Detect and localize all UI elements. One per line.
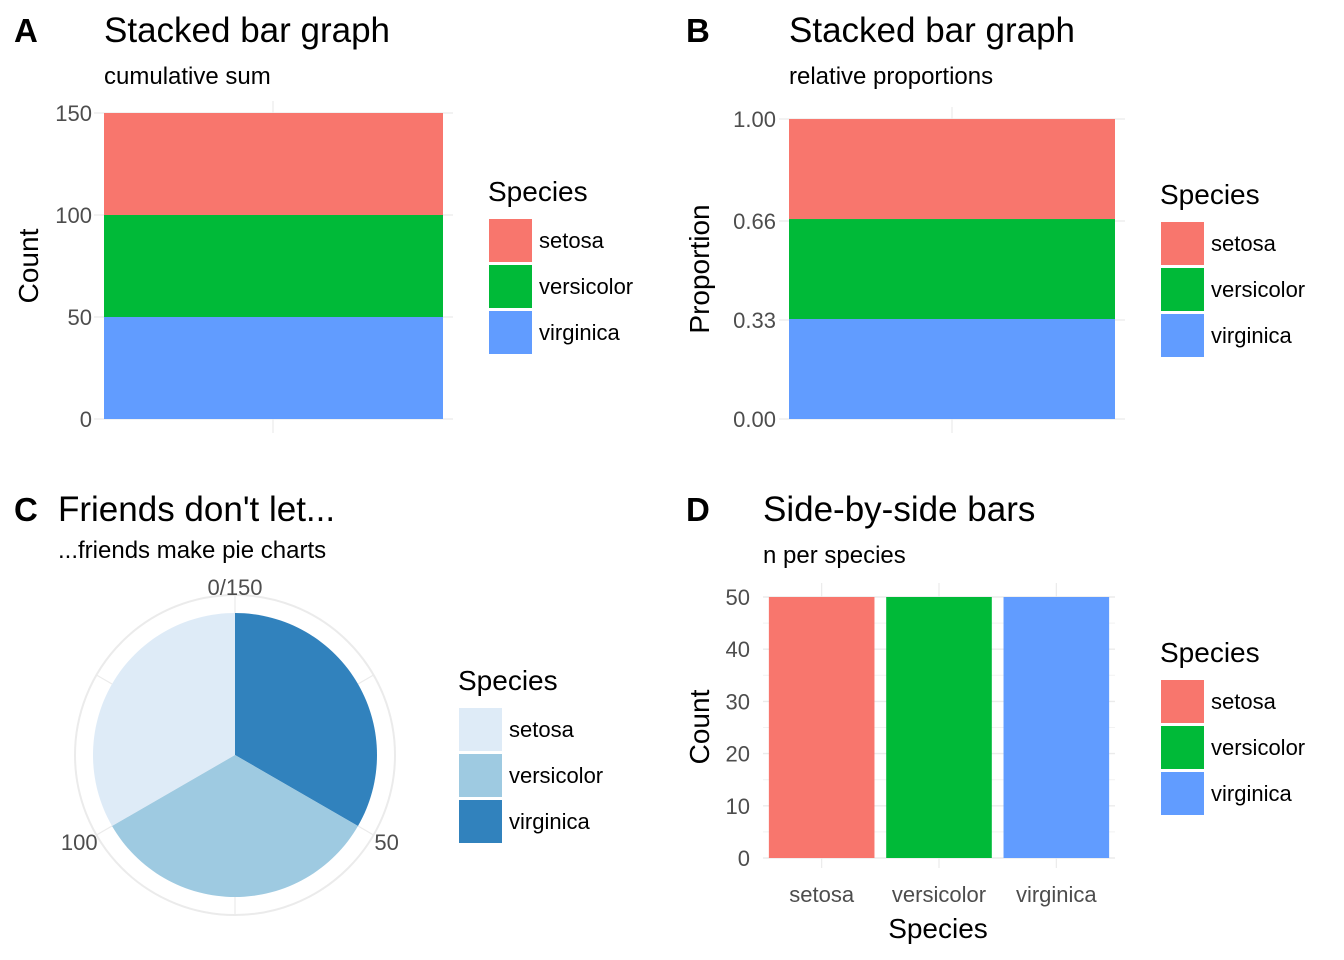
legend-title: Species	[1160, 179, 1260, 210]
legend-label-versicolor: versicolor	[539, 274, 633, 299]
panel-c-plot-area: 0/150 50 100	[61, 575, 399, 916]
bar-segment-setosa	[104, 113, 443, 215]
y-tick-label: 0.33	[733, 308, 776, 333]
y-tick-label: 0	[80, 407, 92, 432]
bar-segment-versicolor	[789, 219, 1115, 320]
bar-segment-virginica	[104, 317, 443, 419]
bar-setosa	[768, 597, 875, 858]
legend-key-versicolor	[489, 265, 532, 308]
bar-versicolor	[886, 597, 992, 858]
legend-key-virginica	[1161, 314, 1204, 357]
pie-slice-virginica	[235, 613, 377, 826]
legend-title: Species	[1160, 637, 1260, 668]
panel-c-legend: Species setosa versicolor virginica	[458, 665, 603, 843]
panel-d-x-axis-title: Species	[888, 913, 988, 944]
bar-segment-virginica	[789, 319, 1115, 419]
panel-a-tag: A	[14, 12, 38, 49]
legend-label-setosa: setosa	[1211, 231, 1277, 256]
panel-d: D Side-by-side bars n per species setosa…	[684, 490, 1305, 944]
panel-a-legend: Species setosa versicolor virginica	[488, 176, 633, 354]
y-tick-label: 40	[726, 637, 750, 662]
panel-c-title: Friends don't let...	[58, 490, 335, 529]
legend-key-virginica	[489, 311, 532, 354]
legend-label-virginica: virginica	[1211, 781, 1292, 806]
theta-tick-label: 0/150	[207, 575, 262, 600]
legend-key-setosa	[1161, 680, 1204, 723]
panel-a: A Stacked bar graph cumulative sum 0 50 10…	[13, 11, 633, 433]
legend-key-setosa	[489, 219, 532, 262]
y-tick-label: 0.66	[733, 209, 776, 234]
panel-d-legend: Species setosa versicolor virginica	[1160, 637, 1305, 815]
panel-b-tag: B	[686, 12, 710, 49]
legend-label-setosa: setosa	[509, 717, 575, 742]
legend-key-setosa	[1161, 222, 1204, 265]
panel-c-tag: C	[14, 491, 38, 528]
panel-c-subtitle: ...friends make pie charts	[58, 537, 326, 564]
legend-label-virginica: virginica	[539, 320, 620, 345]
panel-a-y-axis-title: Count	[13, 228, 44, 303]
legend-label-virginica: virginica	[1211, 323, 1292, 348]
panel-a-title: Stacked bar graph	[104, 11, 390, 50]
y-tick-label: 20	[726, 742, 750, 767]
y-tick-label: 50	[68, 305, 92, 330]
y-tick-label: 0.00	[733, 407, 776, 432]
theta-tick-label: 50	[374, 830, 398, 855]
y-tick-label: 30	[726, 689, 750, 714]
legend-key-versicolor	[1161, 268, 1204, 311]
y-tick-label: 100	[55, 203, 92, 228]
panel-b-plot-area: 0.00 0.33 0.66 1.00	[733, 107, 1125, 433]
panel-d-plot-area: setosa versicolor virginica 0 10 20 30 40 50	[726, 583, 1115, 907]
y-tick-label: 150	[55, 101, 92, 126]
legend-key-versicolor	[459, 754, 502, 797]
legend-label-versicolor: versicolor	[509, 763, 603, 788]
panel-b: B Stacked bar graph relative proportions…	[684, 11, 1305, 433]
panel-d-y-axis-title: Count	[684, 689, 715, 764]
panel-c: C Friends don't let... ...friends make p…	[14, 490, 603, 916]
legend-key-setosa	[459, 708, 502, 751]
panel-d-title: Side-by-side bars	[763, 490, 1035, 529]
legend-key-virginica	[459, 800, 502, 843]
legend-label-versicolor: versicolor	[1211, 277, 1305, 302]
y-tick-label: 50	[726, 585, 750, 610]
legend-key-versicolor	[1161, 726, 1204, 769]
panel-b-subtitle: relative proportions	[789, 63, 993, 90]
bar-segment-setosa	[789, 119, 1115, 220]
bar-segment-versicolor	[104, 215, 443, 317]
x-tick-label: setosa	[789, 882, 855, 907]
legend-label-setosa: setosa	[539, 228, 605, 253]
legend-title: Species	[458, 665, 558, 696]
polar-grid-minor-spoke	[357, 674, 374, 685]
panel-a-subtitle: cumulative sum	[104, 63, 271, 90]
panel-b-legend: Species setosa versicolor virginica	[1160, 179, 1305, 357]
bar-virginica	[1003, 597, 1110, 858]
y-tick-label: 10	[726, 794, 750, 819]
panel-d-subtitle: n per species	[763, 542, 906, 569]
pie-slice-versicolor	[112, 755, 358, 897]
panel-b-title: Stacked bar graph	[789, 11, 1075, 50]
panel-b-y-axis-title: Proportion	[684, 204, 715, 333]
panel-a-plot-area: 0 50 100 150	[55, 101, 453, 433]
polar-grid-minor-spoke	[96, 674, 113, 685]
x-tick-label: versicolor	[892, 882, 986, 907]
y-tick-label: 0	[738, 846, 750, 871]
y-tick-label: 1.00	[733, 107, 776, 132]
legend-label-virginica: virginica	[509, 809, 590, 834]
theta-tick-label: 100	[61, 830, 98, 855]
legend-key-virginica	[1161, 772, 1204, 815]
legend-label-setosa: setosa	[1211, 689, 1277, 714]
legend-title: Species	[488, 176, 588, 207]
legend-label-versicolor: versicolor	[1211, 735, 1305, 760]
panel-d-tag: D	[686, 491, 710, 528]
pie-slice-setosa	[93, 613, 235, 826]
x-tick-label: virginica	[1016, 882, 1097, 907]
